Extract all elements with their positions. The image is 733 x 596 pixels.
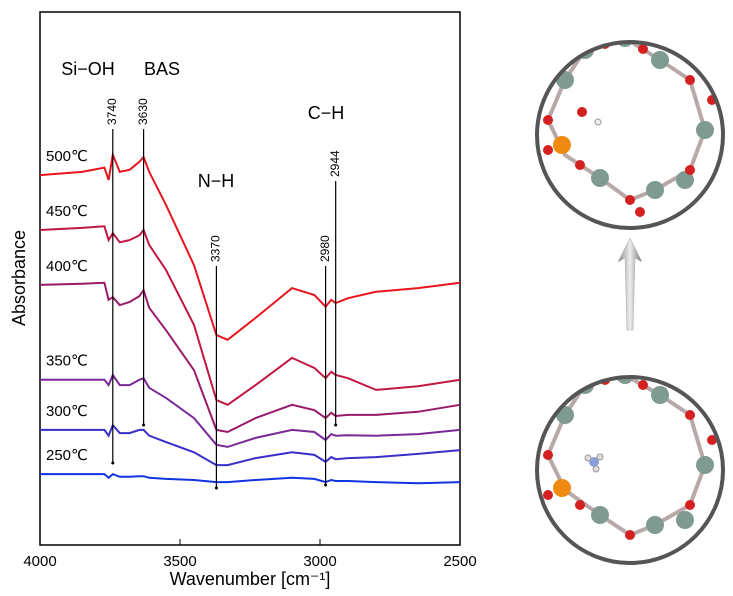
peak-label: 2980 — [318, 235, 332, 262]
series-label: 350℃ — [46, 353, 88, 370]
series-label: 300℃ — [46, 403, 88, 420]
al-atom — [553, 136, 571, 154]
o-atoms — [543, 377, 717, 540]
n-atom — [589, 457, 599, 467]
peak-dot — [334, 423, 338, 427]
spectrum-line — [39, 151, 461, 341]
x-axis-label: Wavenumber [cm⁻¹] — [170, 569, 331, 589]
spectrum-line — [39, 281, 461, 434]
x-tick-label: 3000 — [303, 553, 336, 570]
atom — [543, 145, 553, 155]
x-tick-label: 2500 — [443, 553, 476, 570]
atom — [635, 207, 645, 217]
atom — [591, 506, 609, 524]
zeolite-ring-top — [537, 42, 723, 228]
x-tick-label: 3500 — [163, 553, 196, 570]
nh3 — [584, 453, 604, 473]
atom — [575, 500, 585, 510]
atom — [543, 450, 553, 460]
peak-dot — [142, 423, 146, 427]
h-atom — [584, 454, 592, 462]
series-label: 500℃ — [46, 148, 88, 165]
atom — [651, 51, 669, 69]
atom — [638, 380, 648, 390]
peak-dot — [324, 483, 328, 487]
circle-top — [535, 40, 725, 230]
atom — [685, 75, 695, 85]
atom — [591, 169, 609, 187]
spectrum-line — [40, 423, 461, 467]
atom — [676, 171, 694, 189]
atom — [638, 44, 648, 54]
atom — [543, 490, 553, 500]
peak-label: 3740 — [105, 98, 119, 125]
peak-label: 3630 — [136, 98, 150, 125]
atom — [616, 377, 634, 384]
atom — [696, 456, 714, 474]
atom — [685, 500, 695, 510]
peak-label: 2944 — [328, 150, 342, 177]
h-atom — [596, 453, 604, 461]
group-label: Si−OH — [61, 59, 115, 79]
series-label: 250℃ — [46, 447, 88, 464]
atom — [646, 516, 664, 534]
y-axis-label: Absorbance — [9, 230, 29, 326]
group-label: N−H — [198, 171, 235, 191]
series-label: 450℃ — [46, 203, 88, 220]
group-label: BAS — [144, 59, 180, 79]
spectrum-line — [40, 372, 461, 448]
arrow — [617, 237, 643, 331]
atom — [651, 386, 669, 404]
atom — [577, 107, 587, 117]
h-atom — [594, 118, 602, 126]
atom — [696, 121, 714, 139]
al-atom — [553, 479, 571, 497]
atom — [685, 410, 695, 420]
atom — [625, 530, 635, 540]
atom — [707, 435, 717, 445]
peak-dot — [214, 486, 218, 490]
group-label: C−H — [308, 103, 345, 123]
peak-label: 3370 — [209, 235, 223, 262]
spectrum-line — [39, 225, 461, 406]
atom — [575, 160, 585, 170]
atom — [625, 195, 635, 205]
atom — [685, 165, 695, 175]
peak-dot — [111, 461, 115, 465]
x-tick-label: 4000 — [23, 553, 56, 570]
atom — [676, 511, 694, 529]
h-atom — [592, 465, 600, 473]
atom — [646, 181, 664, 199]
zeolite-ring-bottom — [537, 377, 723, 563]
plot-frame — [39, 11, 461, 546]
circle-bottom — [535, 375, 725, 565]
series-label: 400℃ — [46, 258, 88, 275]
atom — [543, 115, 553, 125]
spectrum-line — [40, 472, 461, 485]
